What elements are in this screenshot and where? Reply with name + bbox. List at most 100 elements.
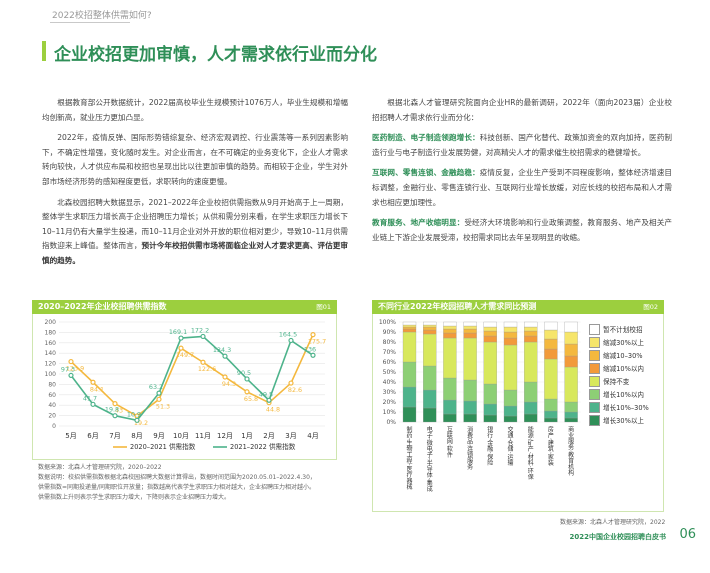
chart2-panel: 不同行业2022年校园招聘人才需求同比预测 图02 100% 90% 80% 70% 6… — [372, 300, 664, 512]
legend-swatch — [589, 389, 600, 400]
paragraph: 根据教育部公开数据统计，2022届高校毕业生规模预计1076万人，毕业生规模和增… — [42, 98, 348, 122]
data-label: 94.3 — [222, 380, 236, 388]
data-point — [178, 335, 184, 341]
section-kicker: 2022校招整体供需如何? — [52, 11, 152, 21]
y-tick-label: 30% — [383, 389, 397, 396]
lead-text: 医药制造、电子制造领跑增长： — [372, 133, 480, 143]
bar-segment — [483, 330, 497, 337]
legend-label: 2020–2021 供需指数 — [130, 442, 196, 451]
stacked-bar-chart: 100% 90% 80% 70% 60% 50% 40% 30% 20% 10% 0% — [379, 319, 581, 426]
bar-segment — [544, 358, 558, 400]
x-tick-label: 11月 — [195, 432, 211, 440]
bar-segment — [443, 399, 457, 415]
data-point — [288, 380, 294, 386]
paragraph: 教育服务、地产收缩明显：受经济大环境影响和行业政策调整，教育服务、地产及相关产业… — [372, 216, 672, 245]
chart2-tag: 图02 — [643, 303, 658, 311]
x-tick-label: 3月 — [285, 432, 296, 440]
bar-segment — [402, 386, 417, 408]
title-accent-bar — [42, 41, 46, 61]
data-point — [68, 358, 74, 365]
data-point — [310, 352, 316, 358]
x-tick-label: 7月 — [109, 432, 120, 440]
y-tick-label: 80% — [383, 339, 397, 346]
data-point — [178, 345, 184, 351]
bar-segment — [544, 417, 558, 423]
category-label: 电子·微电子·半导体·集成 — [425, 426, 433, 492]
note-line: 数据说明：校招供需指数根据北森校园招聘大数据计算得出，数据时间范围为2020.0… — [38, 474, 316, 481]
bar-segment — [402, 321, 417, 326]
y-tick-label: 200 — [45, 319, 57, 326]
bar-segment — [524, 381, 538, 403]
bar-segment — [503, 321, 518, 328]
bar-segment — [503, 337, 518, 346]
bar-segment — [524, 326, 538, 332]
paragraph: 互联网、零售连锁、金融趋稳：疫情反复，企业生产受到不同程度影响，整体经济增速目标… — [372, 166, 672, 210]
y-tick-label: 70% — [383, 349, 397, 356]
data-point — [90, 401, 96, 407]
bar-segment — [483, 341, 497, 385]
data-label: 82.6 — [288, 386, 302, 394]
bar-segment — [402, 324, 417, 328]
bar-segment — [423, 329, 437, 335]
bar-segment — [463, 379, 477, 402]
bar-segment — [503, 344, 518, 391]
chart1-body: 200 180 160 140 120 100 80 60 40 20 0 5月 6月 7月 8月 9月 10月… — [32, 314, 337, 460]
bar-segment — [564, 331, 578, 345]
page-number: 06 — [679, 527, 696, 542]
left-column-text: 根据教育部公开数据统计，2022届高校毕业生规模预计1076万人，毕业生规模和增… — [42, 96, 348, 275]
note-line: 数据来源：北森人才管理研究院，2020–2022 — [38, 464, 162, 471]
data-label: 19.8 — [105, 406, 119, 414]
bar-segment — [524, 401, 538, 415]
bar-segment — [423, 326, 437, 331]
x-tick-label: 10月 — [173, 432, 189, 440]
bar-segment — [443, 377, 457, 401]
page-title: 企业校招更加审慎，人才需求依行业而分化 — [54, 45, 377, 65]
bar-segment — [463, 400, 477, 415]
bar-segment — [503, 389, 518, 407]
legend-swatch — [589, 363, 600, 374]
y-tick-label: 0 — [52, 423, 56, 430]
chart1-header: 2020–2022年企业校招聘供需指数 图01 — [32, 300, 337, 314]
data-point — [68, 372, 74, 379]
paragraph: 根据北森人才管理研究院面向企业HR的最新调研，2022年（面向2023届）企业校… — [372, 98, 672, 122]
paragraph: 北森校园招聘大数据显示，2021–2022年企业校招供需指数从9月开始高于上一周… — [42, 196, 348, 269]
bar-segment — [524, 330, 538, 337]
bar-segment — [544, 321, 558, 331]
y-tick-label: 20% — [383, 399, 397, 406]
data-label: 136 — [304, 345, 316, 353]
data-label: 149.7 — [176, 351, 194, 359]
data-label: 175.7 — [308, 338, 326, 346]
y-tick-label: 160 — [45, 340, 57, 347]
legend-label: 增长30%以上 — [603, 416, 645, 425]
y-tick-label: 180 — [45, 329, 57, 336]
legend-label: 增长10%–30% — [603, 403, 649, 412]
note-line: 供需指数=同期投递量/同期职位开放量；指数越高代表学生求职压力相对越大，企业招聘… — [38, 484, 316, 491]
y-tick-label: 0% — [386, 419, 396, 426]
data-point — [134, 417, 140, 423]
data-point — [90, 379, 96, 385]
x-tick-label: 5月 — [65, 432, 76, 440]
bar-segment — [443, 413, 457, 423]
bar-segment — [544, 398, 558, 412]
bar-segment — [443, 332, 457, 339]
chart2-header: 不同行业2022年校园招聘人才需求同比预测 图02 — [372, 300, 664, 314]
data-point — [222, 353, 228, 359]
data-label: 122.6 — [198, 365, 216, 373]
data-label: 43 — [115, 407, 123, 415]
category-label: 制药·生物工程·医疗器械 — [405, 426, 412, 490]
y-tick-label: 100 — [45, 371, 57, 378]
data-point — [288, 337, 294, 344]
legend-label: 增长10%以内 — [603, 390, 645, 399]
right-column-text: 根据北森人才管理研究院面向企业HR的最新调研，2022年（面向2023届）企业校… — [372, 96, 672, 251]
lead-text: 互联网、零售连锁、金融趋稳： — [372, 168, 480, 178]
bar-segment — [483, 321, 497, 328]
data-label: 44.8 — [266, 406, 280, 414]
bar-segment — [544, 410, 558, 419]
bar-segment — [402, 331, 417, 363]
note-line: 供需指数上升则表示学生求职压力增大，下降则表示企业招聘压力增大。 — [38, 494, 231, 501]
data-label: 41.7 — [83, 394, 97, 402]
bar-segment — [463, 413, 477, 423]
data-point — [244, 389, 250, 395]
data-point — [156, 390, 162, 396]
bar-segment — [564, 401, 578, 413]
